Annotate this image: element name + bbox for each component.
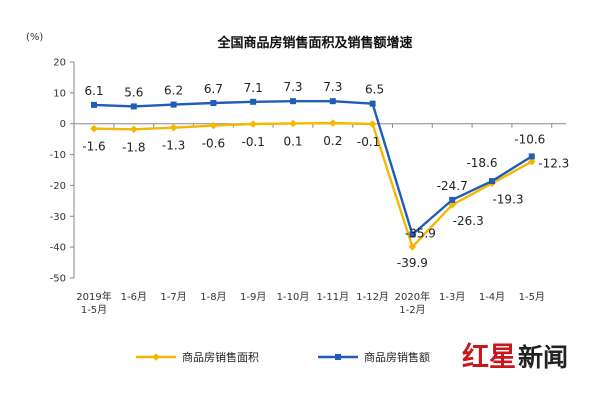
data-labels: -1.6 -1.8 -1.3 -0.6 -0.1 0.1 0.2 -0.1 -39.9 -26.3… bbox=[82, 80, 569, 270]
data-point bbox=[210, 100, 217, 107]
data-label: -12.3 bbox=[538, 157, 569, 171]
x-tick-label: 2019年 bbox=[76, 290, 111, 303]
series-sales-amount bbox=[91, 98, 535, 238]
data-point bbox=[290, 98, 296, 105]
data-point bbox=[369, 100, 376, 107]
series-line bbox=[93, 99, 533, 236]
data-label: -0.6 bbox=[202, 137, 225, 151]
data-label: -1.8 bbox=[122, 140, 145, 154]
x-tick-label: 1-9月 bbox=[240, 291, 266, 303]
data-point bbox=[449, 196, 456, 203]
chart-title: 全国商品房销售面积及销售额增速 bbox=[216, 35, 412, 51]
x-tick-label: 1-7月 bbox=[160, 291, 186, 303]
data-label: -0.1 bbox=[357, 135, 380, 149]
y-tick-label: 10 bbox=[53, 88, 66, 99]
data-label: 6.7 bbox=[204, 82, 223, 96]
y-tick-label: -20 bbox=[50, 181, 66, 192]
y-tick-label: -50 bbox=[50, 274, 66, 285]
data-label: -1.3 bbox=[162, 139, 185, 153]
x-tick-label: 1-12月 bbox=[356, 291, 389, 303]
y-tick-label: -10 bbox=[50, 150, 66, 161]
data-point bbox=[528, 157, 536, 166]
data-label: 6.2 bbox=[164, 84, 183, 98]
data-point bbox=[169, 123, 178, 132]
data-point bbox=[130, 125, 138, 134]
data-label: -0.1 bbox=[241, 135, 264, 149]
x-tick-label: 1-11月 bbox=[316, 291, 349, 303]
data-point bbox=[329, 119, 337, 127]
data-point bbox=[368, 120, 377, 128]
data-label: 7.1 bbox=[244, 81, 263, 95]
data-point bbox=[448, 201, 456, 209]
legend-item: 商品房销售额 bbox=[318, 350, 430, 364]
data-label: -18.6 bbox=[466, 156, 497, 170]
data-label: -10.6 bbox=[514, 132, 545, 146]
data-point bbox=[489, 178, 495, 185]
data-label: 7.3 bbox=[323, 80, 342, 94]
data-label: 7.3 bbox=[283, 80, 302, 94]
legend-label: 商品房销售面积 bbox=[182, 350, 259, 364]
x-tick-label: 1-2月 bbox=[399, 304, 425, 316]
data-point bbox=[289, 119, 297, 128]
y-tick-label: 0 bbox=[60, 119, 66, 130]
data-label: 0.1 bbox=[283, 134, 302, 148]
data-point bbox=[409, 231, 416, 238]
watermark-red-text: 红星 bbox=[462, 341, 516, 373]
data-label: 5.6 bbox=[124, 85, 143, 99]
data-point bbox=[170, 101, 177, 108]
x-tick-label: 1-3月 bbox=[439, 291, 465, 303]
legend-marker bbox=[152, 353, 160, 361]
y-tick-label: -40 bbox=[50, 243, 66, 254]
data-label: -19.3 bbox=[492, 192, 523, 206]
data-point bbox=[90, 124, 98, 133]
data-point bbox=[249, 120, 257, 128]
x-tick-label: 1-8月 bbox=[200, 291, 226, 303]
data-label: 0.2 bbox=[323, 134, 342, 148]
data-point bbox=[329, 98, 336, 105]
data-point bbox=[209, 121, 218, 130]
data-label: -35.9 bbox=[405, 226, 436, 240]
y-tick-label: 20 bbox=[53, 58, 66, 69]
x-tick-label: 1-4月 bbox=[479, 291, 505, 303]
data-point bbox=[408, 243, 417, 251]
data-point bbox=[528, 153, 535, 160]
legend-label: 商品房销售额 bbox=[364, 350, 430, 364]
x-tick-label: 2020年 bbox=[395, 290, 430, 303]
data-label: 6.1 bbox=[84, 84, 103, 98]
y-tick-label: -30 bbox=[50, 212, 66, 223]
series-line bbox=[93, 121, 533, 249]
legend-marker bbox=[335, 354, 341, 360]
data-point bbox=[130, 103, 137, 110]
x-tick-label: 1-5月 bbox=[81, 304, 107, 316]
watermark-dark-text: 新闻 bbox=[518, 343, 568, 372]
legend-item: 商品房销售面积 bbox=[136, 350, 259, 364]
data-label: -26.3 bbox=[453, 214, 484, 228]
series-layer bbox=[90, 98, 536, 251]
x-tick-label: 1-5月 bbox=[519, 291, 545, 303]
data-label: 6.5 bbox=[365, 83, 384, 97]
data-label: -24.7 bbox=[437, 179, 468, 193]
series-sales-area bbox=[90, 119, 536, 251]
watermark-logo: 红星 新闻 bbox=[462, 341, 568, 373]
data-label: -1.6 bbox=[82, 140, 105, 154]
x-tick-label: 1-10月 bbox=[277, 291, 310, 303]
y-axis-unit-label: (%) bbox=[26, 32, 43, 43]
x-tick-label: 1-6月 bbox=[121, 291, 147, 303]
data-point bbox=[250, 98, 257, 105]
legend: 商品房销售面积 商品房销售额 bbox=[136, 350, 430, 364]
data-label: -39.9 bbox=[397, 256, 428, 270]
data-point bbox=[91, 101, 97, 108]
